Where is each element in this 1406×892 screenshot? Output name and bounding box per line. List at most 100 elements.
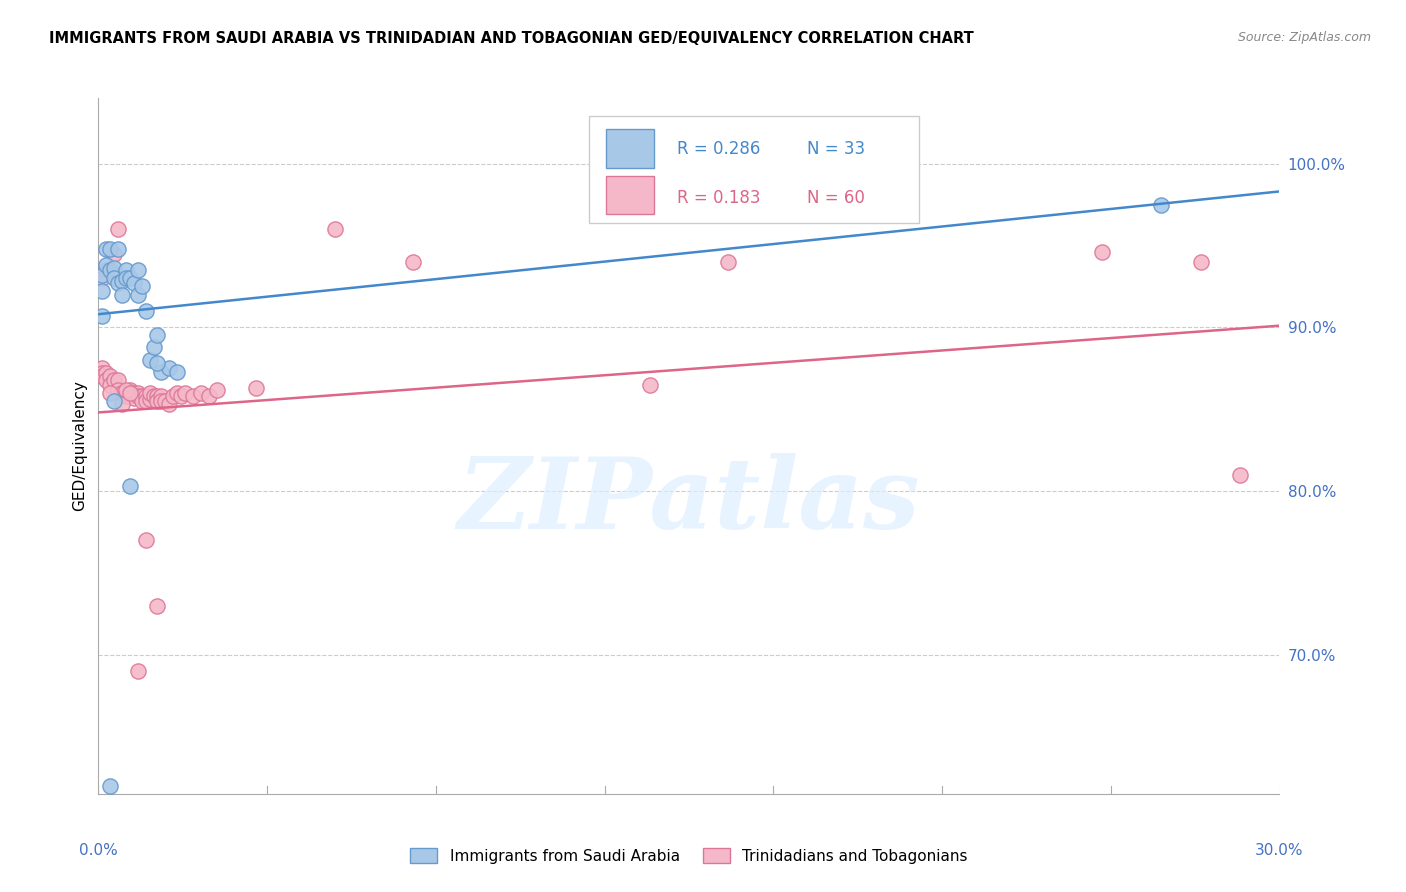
Point [181,389,204,403]
Point [98,242,121,256]
Point [122,385,145,400]
Point [638,377,661,392]
Point [96,373,118,387]
Point [127,664,149,678]
Point [150,394,173,409]
Point [91,285,114,299]
Point [127,263,149,277]
Point [127,385,149,400]
Point [717,255,740,269]
Point [138,392,160,407]
Point [111,397,134,411]
Point [103,394,125,409]
Text: Source: ZipAtlas.com: Source: ZipAtlas.com [1237,31,1371,45]
Point [111,385,134,400]
Point [150,389,173,403]
Point [146,328,169,343]
Point [118,479,141,493]
Point [115,389,138,403]
Point [135,389,157,403]
Point [197,389,219,403]
Point [1189,255,1212,269]
Point [697,176,720,190]
Point [91,309,114,323]
Point [111,287,134,301]
Text: N = 33: N = 33 [807,140,865,158]
Legend: Immigrants from Saudi Arabia, Trinidadians and Tobagonians: Immigrants from Saudi Arabia, Trinidadia… [404,841,974,870]
Point [146,394,169,409]
Point [166,364,188,378]
Point [115,271,138,285]
FancyBboxPatch shape [606,129,654,168]
Point [131,389,153,403]
Point [98,779,121,793]
Y-axis label: GED/Equivalency: GED/Equivalency [72,381,87,511]
Point [127,389,149,403]
Point [135,304,157,318]
Point [122,276,145,290]
Point [91,366,114,380]
Point [122,391,145,405]
Point [138,353,160,368]
Point [1150,197,1173,211]
Point [96,263,118,277]
Point [170,389,193,403]
Point [155,394,177,409]
Point [115,383,138,397]
Point [1091,245,1114,260]
Point [138,385,160,400]
Point [107,383,129,397]
Point [98,263,121,277]
Point [162,389,184,403]
Point [103,373,125,387]
Point [107,242,129,256]
Text: 30.0%: 30.0% [1256,843,1303,857]
Point [98,385,121,400]
Point [107,373,129,387]
Point [166,385,188,400]
Point [103,271,125,285]
Text: 0.0%: 0.0% [79,843,118,857]
Point [115,389,138,403]
Point [91,268,114,282]
Text: ZIPatlas: ZIPatlas [458,453,920,549]
Point [157,361,180,376]
Point [157,397,180,411]
Point [103,261,125,276]
Point [245,381,267,395]
Point [146,356,169,370]
Point [118,271,141,285]
Point [118,385,141,400]
Point [205,383,228,397]
Point [131,394,153,409]
Point [98,369,121,384]
Point [174,385,197,400]
Point [323,222,346,236]
Point [127,287,149,301]
Point [402,255,425,269]
Point [96,242,118,256]
Point [118,383,141,397]
Point [107,222,129,236]
FancyBboxPatch shape [606,176,654,214]
Point [135,394,157,409]
Point [190,385,212,400]
Point [135,533,157,548]
Point [107,276,129,290]
Point [146,389,169,403]
Point [91,271,114,285]
Point [111,385,134,400]
Point [103,246,125,260]
Point [118,389,141,403]
Point [115,263,138,277]
Point [142,340,165,354]
Point [142,389,165,403]
Point [98,377,121,392]
Text: N = 60: N = 60 [807,188,865,207]
Text: IMMIGRANTS FROM SAUDI ARABIA VS TRINIDADIAN AND TOBAGONIAN GED/EQUIVALENCY CORRE: IMMIGRANTS FROM SAUDI ARABIA VS TRINIDAD… [49,31,974,46]
Text: R = 0.286: R = 0.286 [678,140,761,158]
Point [150,364,173,378]
Point [91,369,114,384]
Text: R = 0.183: R = 0.183 [678,188,761,207]
Point [96,258,118,272]
